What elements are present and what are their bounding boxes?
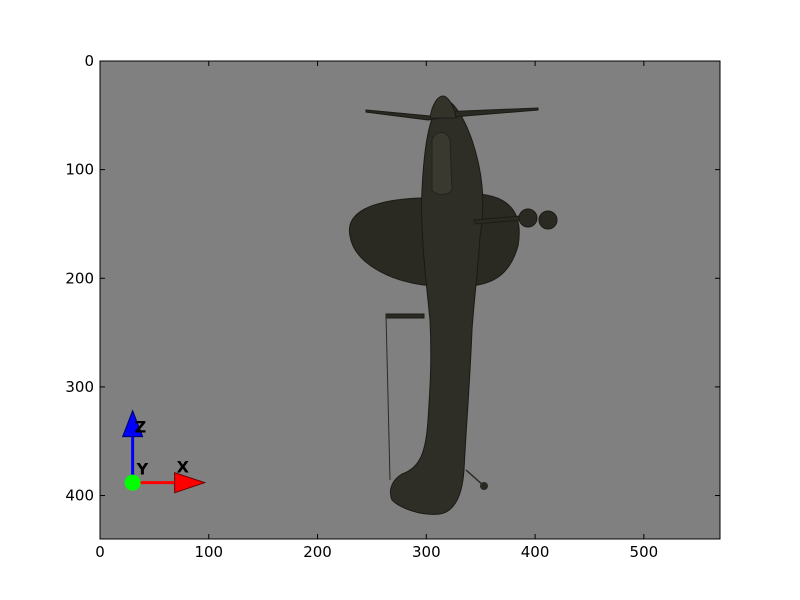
airplane-wheel-2	[538, 210, 558, 230]
gizmo-y-axis	[124, 474, 141, 491]
x-tick-label: 0	[95, 543, 105, 561]
gizmo-z-label: Z	[135, 418, 147, 437]
gizmo-z-arrowhead	[121, 409, 144, 438]
x-tick-label: 300	[412, 543, 441, 561]
x-tick-label: 400	[521, 543, 550, 561]
airplane-tail	[385, 313, 425, 319]
y-tick-label: 0	[84, 52, 94, 70]
x-axis: 0 100 200 300 400 500	[95, 61, 658, 561]
airplane-tail-skid	[465, 469, 485, 487]
airplane-wire	[385, 313, 391, 481]
airplane-canopy	[431, 132, 453, 195]
plot-area	[99, 60, 721, 540]
airplane-spinner	[429, 95, 457, 119]
y-tick-label: 100	[65, 161, 94, 179]
orientation-gizmo: X Y Z	[121, 409, 207, 494]
airplane-render	[348, 95, 558, 515]
y-tick-label: 400	[65, 487, 94, 505]
gizmo-x-label: X	[177, 458, 190, 477]
gizmo-y-label: Y	[136, 460, 149, 479]
airplane-fuselage	[389, 98, 484, 515]
airplane-tail-wheel	[480, 482, 488, 490]
x-tick-label: 200	[303, 543, 332, 561]
gizmo-x-arrowhead	[174, 471, 207, 494]
y-tick-label: 200	[65, 269, 94, 287]
y-axis: 0 100 200 300 400	[65, 52, 720, 505]
y-tick-label: 300	[65, 378, 94, 396]
airplane-wheel-1	[518, 208, 538, 228]
x-tick-label: 500	[630, 543, 659, 561]
x-tick-label: 100	[194, 543, 223, 561]
